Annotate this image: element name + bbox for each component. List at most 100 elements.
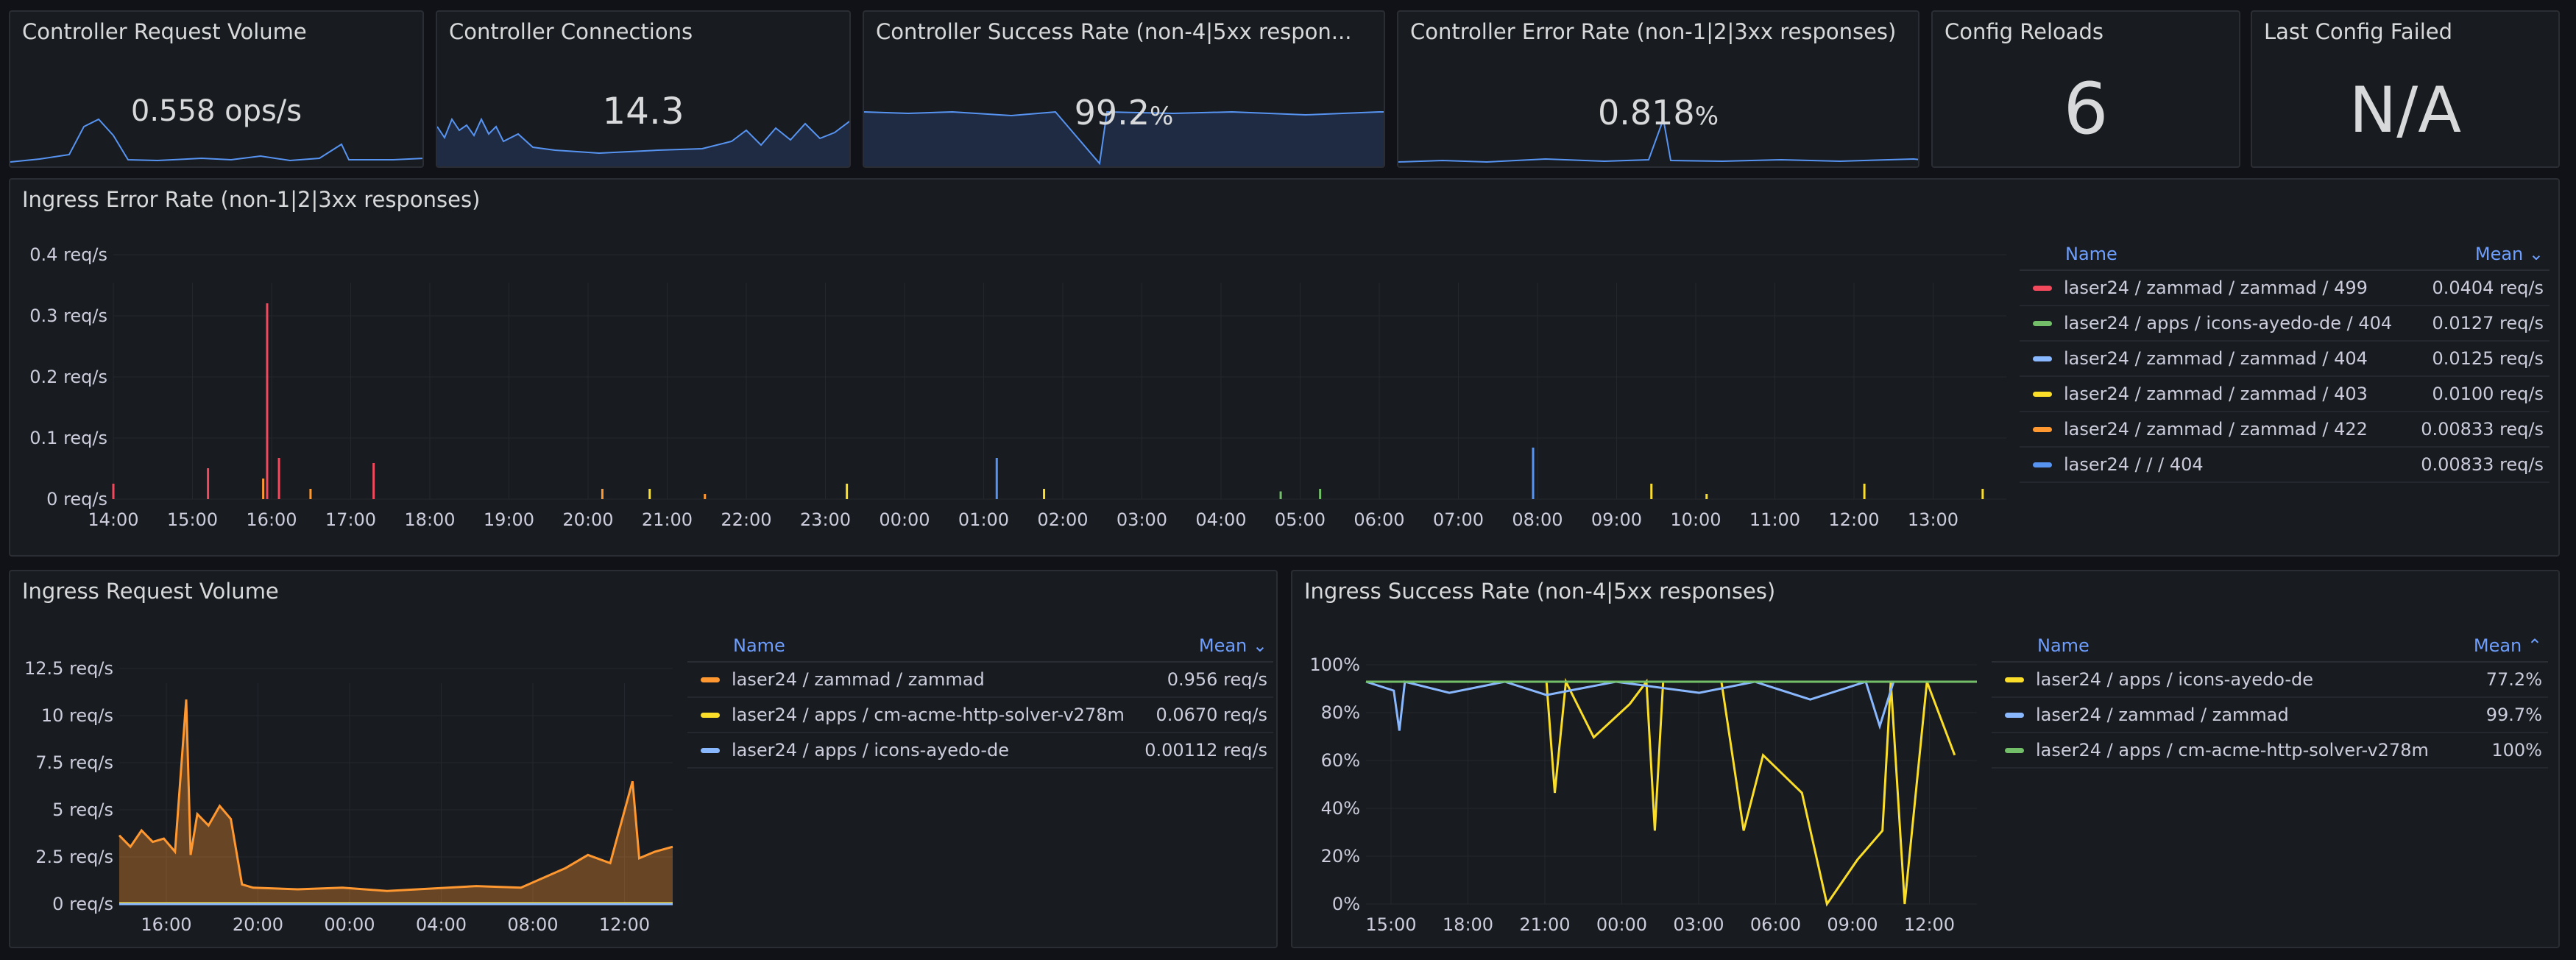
- x-tick-label: 00:00: [324, 914, 375, 935]
- request-volume-chart[interactable]: 0 req/s 2.5 req/s 5 req/s 7.5 req/s 10 req/s…: [10, 586, 687, 947]
- y-tick-label: 60%: [1321, 750, 1360, 771]
- y-tick-label: 0.3 req/s: [29, 306, 107, 326]
- sparkline: [437, 117, 849, 166]
- legend-item[interactable]: laser24 / apps / cm-acme-http-solver-v27…: [1992, 733, 2548, 769]
- legend-item[interactable]: laser24 / apps / icons-ayedo-de 0.00112 r…: [687, 733, 1273, 769]
- legend-item-mean: 0.0125 req/s: [2432, 348, 2544, 369]
- legend-item[interactable]: laser24 / zammad / zammad / 404 0.0125 re…: [2020, 342, 2550, 377]
- stat-value: 6: [2063, 68, 2109, 150]
- legend-item-mean: 0.0404 req/s: [2432, 278, 2544, 298]
- legend-name-header[interactable]: Name: [733, 635, 785, 656]
- x-tick-label: 16:00: [141, 914, 191, 935]
- x-tick-label: 18:00: [404, 509, 455, 530]
- series-line: [1365, 680, 1977, 731]
- chevron-down-icon: ⌄: [2528, 244, 2544, 264]
- x-tick-label: 08:00: [1512, 509, 1563, 530]
- legend-item-name: laser24 / zammad / zammad / 404: [2064, 348, 2368, 369]
- legend-item-name: laser24 / apps / cm-acme-http-solver-v27…: [2036, 740, 2429, 760]
- ingress-request-volume-panel[interactable]: Ingress Request Volume 0 req/s 2.5 req/s 5…: [9, 570, 1278, 948]
- legend-item-mean: 0.956 req/s: [1167, 669, 1267, 690]
- y-tick-label: 10 req/s: [41, 705, 113, 726]
- sparkline: [10, 118, 422, 163]
- legend-item-name: laser24 / zammad / zammad: [732, 669, 985, 690]
- legend-item[interactable]: laser24 / / / 404 0.00833 req/s: [2020, 448, 2550, 483]
- series-color-swatch: [2033, 462, 2052, 467]
- legend-item[interactable]: laser24 / zammad / zammad / 403 0.0100 re…: [2020, 377, 2550, 412]
- y-tick-label: 5 req/s: [52, 800, 113, 820]
- chevron-up-icon: ⌃: [2527, 635, 2542, 656]
- legend-header[interactable]: Name Mean ⌃: [1992, 630, 2548, 663]
- legend-item[interactable]: laser24 / zammad / zammad 99.7%: [1992, 698, 2548, 733]
- x-tick-label: 03:00: [1117, 509, 1167, 530]
- x-tick-label: 09:00: [1827, 914, 1878, 935]
- legend-item-name: laser24 / apps / icons-ayedo-de / 404: [2064, 313, 2393, 333]
- y-tick-label: 20%: [1321, 846, 1360, 867]
- legend-item-name: laser24 / apps / icons-ayedo-de: [732, 740, 1010, 760]
- legend-name-header[interactable]: Name: [2037, 635, 2090, 656]
- legend-item-mean: 0.00833 req/s: [2421, 454, 2544, 475]
- y-tick-label: 7.5 req/s: [35, 752, 113, 773]
- panel-title: Last Config Failed: [2264, 19, 2453, 44]
- sparkline: [1398, 116, 1918, 163]
- panel-title: Config Reloads: [1945, 19, 2104, 44]
- stat-panel-controller-request-volume[interactable]: Controller Request Volume 0.558 ops/s: [9, 10, 424, 168]
- legend-item-name: laser24 / apps / cm-acme-http-solver-v27…: [732, 705, 1125, 725]
- ingress-error-rate-panel[interactable]: Ingress Error Rate (non-1|2|3xx response…: [9, 178, 2560, 557]
- error-rate-chart[interactable]: 0 req/s 0.1 req/s 0.2 req/s 0.3 req/s 0.4 re…: [10, 194, 2012, 555]
- stat-panel-controller-connections[interactable]: Controller Connections 14.3: [436, 10, 851, 168]
- series-color-swatch: [2033, 391, 2052, 397]
- stat-value: 14.3: [602, 90, 684, 133]
- legend-item[interactable]: laser24 / zammad / zammad / 499 0.0404 re…: [2020, 271, 2550, 306]
- legend-item-mean: 77.2%: [2485, 669, 2542, 690]
- legend-mean-header[interactable]: Mean ⌃: [2473, 635, 2542, 656]
- series-color-swatch: [701, 712, 720, 718]
- error-rate-legend: Name Mean ⌄ laser24 / zammad / zammad / …: [2020, 239, 2550, 483]
- x-tick-label: 13:00: [1908, 509, 1958, 530]
- ingress-success-rate-panel[interactable]: Ingress Success Rate (non-4|5xx response…: [1291, 570, 2560, 948]
- y-tick-label: 0 req/s: [46, 489, 107, 509]
- legend-item[interactable]: laser24 / zammad / zammad / 422 0.00833 r…: [2020, 412, 2550, 448]
- legend-item[interactable]: laser24 / zammad / zammad 0.956 req/s: [687, 663, 1273, 698]
- stat-panel-config-reloads[interactable]: Config Reloads 6: [1931, 10, 2240, 168]
- x-tick-label: 00:00: [1596, 914, 1647, 935]
- x-tick-label: 02:00: [1037, 509, 1088, 530]
- x-tick-label: 14:00: [88, 509, 138, 530]
- y-tick-label: 2.5 req/s: [35, 847, 113, 867]
- stat-panel-controller-success-rate[interactable]: Controller Success Rate (non-4|5xx respo…: [863, 10, 1385, 168]
- legend-item[interactable]: laser24 / apps / icons-ayedo-de / 404 0.0…: [2020, 306, 2550, 342]
- y-tick-label: 40%: [1321, 798, 1360, 819]
- legend-item-name: laser24 / zammad / zammad / 499: [2064, 278, 2368, 298]
- legend-item[interactable]: laser24 / apps / cm-acme-http-solver-v27…: [687, 698, 1273, 733]
- legend-item-mean: 0.0670 req/s: [1156, 705, 1267, 725]
- stat-panel-controller-error-rate[interactable]: Controller Error Rate (non-1|2|3xx respo…: [1397, 10, 1919, 168]
- stat-value: 99.2%: [1074, 93, 1174, 133]
- legend-item[interactable]: laser24 / apps / icons-ayedo-de 77.2%: [1992, 663, 2548, 698]
- x-tick-label: 12:00: [1904, 914, 1955, 935]
- legend-mean-header[interactable]: Mean ⌄: [1198, 635, 1267, 656]
- x-tick-label: 22:00: [721, 509, 771, 530]
- y-tick-label: 0.2 req/s: [29, 367, 107, 387]
- x-tick-label: 08:00: [507, 914, 558, 935]
- success-rate-chart[interactable]: 0% 20% 40% 60% 80% 100% 15:00 18:00 21:00 00:00 03…: [1292, 586, 1984, 947]
- y-tick-label: 100%: [1309, 654, 1360, 675]
- legend-item-mean: 99.7%: [2485, 705, 2542, 725]
- legend-name-header[interactable]: Name: [2065, 244, 2117, 264]
- series-color-swatch: [2033, 426, 2052, 432]
- legend-header[interactable]: Name Mean ⌄: [2020, 239, 2550, 271]
- stat-value: 0.558 ops/s: [130, 94, 302, 128]
- legend-item-name: laser24 / zammad / zammad / 403: [2064, 384, 2368, 404]
- x-tick-label: 21:00: [1519, 914, 1570, 935]
- legend-item-mean: 0.0127 req/s: [2432, 313, 2544, 333]
- series-line: [1545, 677, 1956, 907]
- x-tick-label: 12:00: [1828, 509, 1879, 530]
- legend-item-mean: 0.00112 req/s: [1144, 740, 1267, 760]
- x-tick-label: 16:00: [246, 509, 297, 530]
- x-tick-label: 00:00: [879, 509, 930, 530]
- x-tick-label: 06:00: [1750, 914, 1801, 935]
- series-color-swatch: [2033, 285, 2052, 291]
- legend-mean-header[interactable]: Mean ⌄: [2474, 244, 2544, 264]
- x-tick-label: 09:00: [1591, 509, 1642, 530]
- stat-panel-last-config-failed[interactable]: Last Config Failed N/A: [2251, 10, 2560, 168]
- legend-header[interactable]: Name Mean ⌄: [687, 630, 1273, 663]
- x-tick-label: 07:00: [1433, 509, 1484, 530]
